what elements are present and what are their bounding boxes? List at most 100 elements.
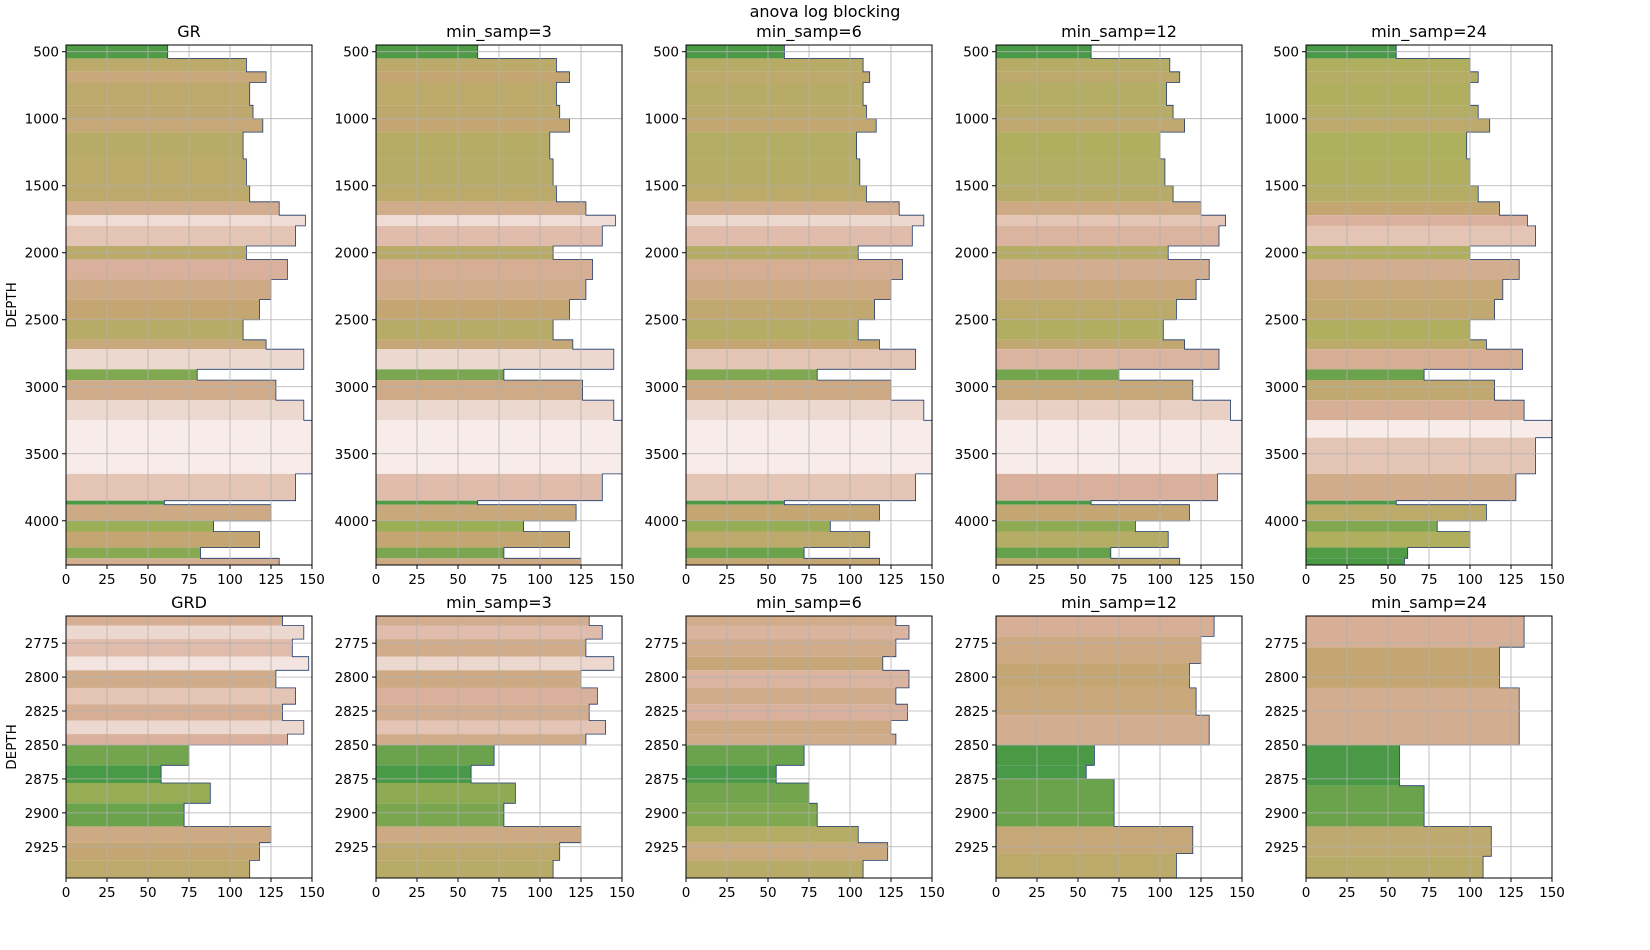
y-tick-label: 2500 xyxy=(1265,313,1299,329)
block-bar xyxy=(66,58,247,72)
block-bar xyxy=(376,500,478,505)
block-bar xyxy=(686,215,924,226)
y-tick-label: 3000 xyxy=(1265,380,1299,396)
block-bar xyxy=(66,826,271,843)
y-tick-label: 2900 xyxy=(645,806,679,822)
block-bar xyxy=(996,349,1220,370)
y-tick-label: 2875 xyxy=(955,772,989,788)
x-tick-label: 50 xyxy=(139,572,156,588)
y-tick-label: 2775 xyxy=(1265,636,1299,652)
block-bar xyxy=(1306,826,1492,857)
x-tick-label: 50 xyxy=(759,885,776,901)
y-tick-label: 2000 xyxy=(645,246,679,262)
block-bar xyxy=(1306,473,1516,501)
y-tick-label: 2000 xyxy=(335,246,369,262)
block-bar xyxy=(1306,215,1528,226)
block-bar xyxy=(996,279,1197,300)
y-tick-label: 1000 xyxy=(1265,112,1299,128)
y-tick-label: 2850 xyxy=(25,738,59,754)
y-tick-label: 1000 xyxy=(645,112,679,128)
block-bar xyxy=(686,279,891,300)
y-tick-label: 500 xyxy=(1273,45,1299,61)
block-bar xyxy=(376,744,495,766)
y-tick-label: 1000 xyxy=(25,112,59,128)
block-bar xyxy=(66,225,296,247)
block-bar xyxy=(686,639,896,657)
panel-title: min_samp=6 xyxy=(756,22,862,42)
block-bar xyxy=(686,225,913,247)
y-tick-label: 3500 xyxy=(1265,447,1299,463)
block-bar xyxy=(66,299,260,320)
panel-8: 0 25 50 75 100 125 150 2775 2800 2825 2850 2875 2900… xyxy=(645,593,945,901)
block-bar xyxy=(996,158,1165,186)
block-bar xyxy=(66,158,247,186)
block-bar xyxy=(376,558,581,565)
block-bar xyxy=(686,720,891,735)
x-tick-label: 25 xyxy=(1338,885,1355,901)
block-bar xyxy=(66,656,309,671)
y-tick-label: 2925 xyxy=(1265,840,1299,856)
y-tick-label: 2800 xyxy=(25,670,59,686)
block-bar xyxy=(686,118,877,133)
x-tick-label: 50 xyxy=(1379,572,1396,588)
x-tick-label: 50 xyxy=(1379,885,1396,901)
y-axis-label: DEPTH xyxy=(4,724,20,769)
panel-title: GR xyxy=(177,22,201,41)
block-bar xyxy=(996,531,1169,548)
block-bar xyxy=(376,299,570,320)
block-bar xyxy=(376,58,557,72)
y-tick-label: 3000 xyxy=(645,380,679,396)
block-bar xyxy=(1306,380,1495,401)
block-bar xyxy=(686,400,924,421)
y-tick-label: 3000 xyxy=(335,380,369,396)
block-bar xyxy=(996,82,1167,106)
block-bar xyxy=(686,765,777,783)
y-tick-label: 2500 xyxy=(645,313,679,329)
y-tick-label: 2825 xyxy=(335,704,369,720)
block-bar xyxy=(376,132,550,159)
x-tick-label: 0 xyxy=(682,572,691,588)
y-tick-label: 2850 xyxy=(645,738,679,754)
panel-title: min_samp=24 xyxy=(1371,593,1487,613)
y-tick-label: 2875 xyxy=(645,772,679,788)
block-bar xyxy=(66,547,201,559)
block-bar xyxy=(66,369,198,381)
block-bar xyxy=(1306,369,1425,381)
block-bar xyxy=(66,504,271,521)
block-bar xyxy=(376,765,472,783)
block-bar xyxy=(376,782,516,804)
block-bar xyxy=(66,782,211,804)
y-tick-label: 2850 xyxy=(955,738,989,754)
y-tick-label: 2900 xyxy=(335,806,369,822)
block-bar xyxy=(996,715,1210,745)
block-bar xyxy=(686,842,888,861)
block-bar xyxy=(1306,349,1523,370)
x-tick-label: 125 xyxy=(258,572,284,588)
block-bar xyxy=(1306,225,1536,247)
x-tick-label: 25 xyxy=(718,885,735,901)
block-bar xyxy=(376,687,598,705)
block-bar xyxy=(66,670,276,688)
block-bar xyxy=(686,71,870,83)
block-bar xyxy=(996,215,1226,226)
block-bar xyxy=(686,656,883,671)
block-bar xyxy=(1306,437,1536,474)
block-bar xyxy=(376,625,603,640)
y-tick-label: 2875 xyxy=(1265,772,1299,788)
y-tick-label: 2775 xyxy=(955,636,989,652)
block-bar xyxy=(376,82,557,106)
x-tick-label: 25 xyxy=(1028,885,1045,901)
block-bar xyxy=(376,369,504,381)
panel-2: 0 25 50 75 100 125 150 500 1000 1500 2000 2500 3000 3… xyxy=(335,22,635,588)
y-tick-label: 2825 xyxy=(955,704,989,720)
y-tick-label: 2900 xyxy=(955,806,989,822)
x-tick-label: 100 xyxy=(527,572,553,588)
y-tick-label: 2925 xyxy=(335,840,369,856)
block-bar xyxy=(1306,547,1408,559)
block-bar xyxy=(376,279,586,300)
block-bar xyxy=(66,259,288,280)
block-bar xyxy=(376,158,554,186)
block-bar xyxy=(376,670,581,688)
block-bar xyxy=(686,58,864,72)
block-bar xyxy=(686,504,880,521)
